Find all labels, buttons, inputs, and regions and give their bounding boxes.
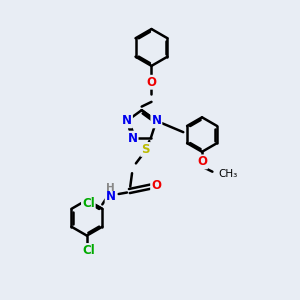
Text: N: N <box>122 114 132 128</box>
Text: N: N <box>106 190 116 203</box>
Text: N: N <box>128 132 138 145</box>
Text: O: O <box>197 155 207 168</box>
Text: S: S <box>141 143 150 156</box>
Text: Cl: Cl <box>82 197 95 210</box>
Text: Cl: Cl <box>82 244 95 257</box>
Text: O: O <box>146 76 157 89</box>
Text: H: H <box>106 183 115 193</box>
Text: CH₃: CH₃ <box>218 169 238 179</box>
Text: N: N <box>152 114 161 128</box>
Text: O: O <box>151 178 161 192</box>
